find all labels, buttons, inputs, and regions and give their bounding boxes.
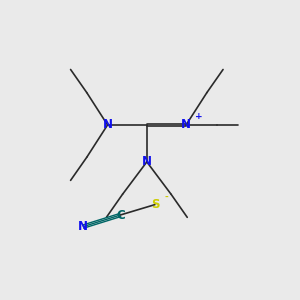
Text: N: N	[142, 155, 152, 168]
Text: N: N	[103, 118, 112, 131]
Text: N: N	[78, 220, 88, 233]
Text: -: -	[165, 193, 168, 202]
Text: N: N	[181, 118, 191, 131]
Text: +: +	[195, 112, 202, 121]
Text: C: C	[116, 208, 124, 221]
Text: S: S	[151, 198, 159, 211]
